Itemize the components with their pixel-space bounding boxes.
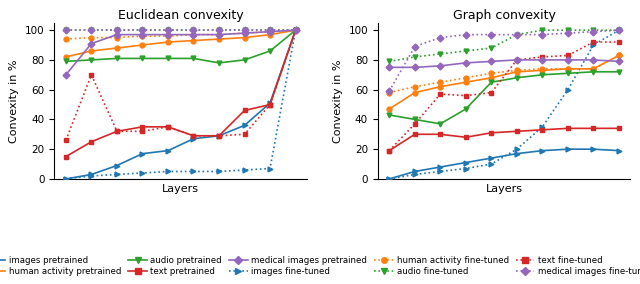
Title: Euclidean convexity: Euclidean convexity	[118, 9, 244, 22]
Y-axis label: Convexity in %: Convexity in %	[10, 59, 19, 143]
X-axis label: Layers: Layers	[486, 185, 523, 195]
Y-axis label: Convexity in %: Convexity in %	[333, 59, 343, 143]
X-axis label: Layers: Layers	[162, 185, 199, 195]
Legend: images pretrained, human activity pretrained, audio pretrained, text pretrained,: images pretrained, human activity pretra…	[0, 252, 640, 280]
Title: Graph convexity: Graph convexity	[452, 9, 556, 22]
